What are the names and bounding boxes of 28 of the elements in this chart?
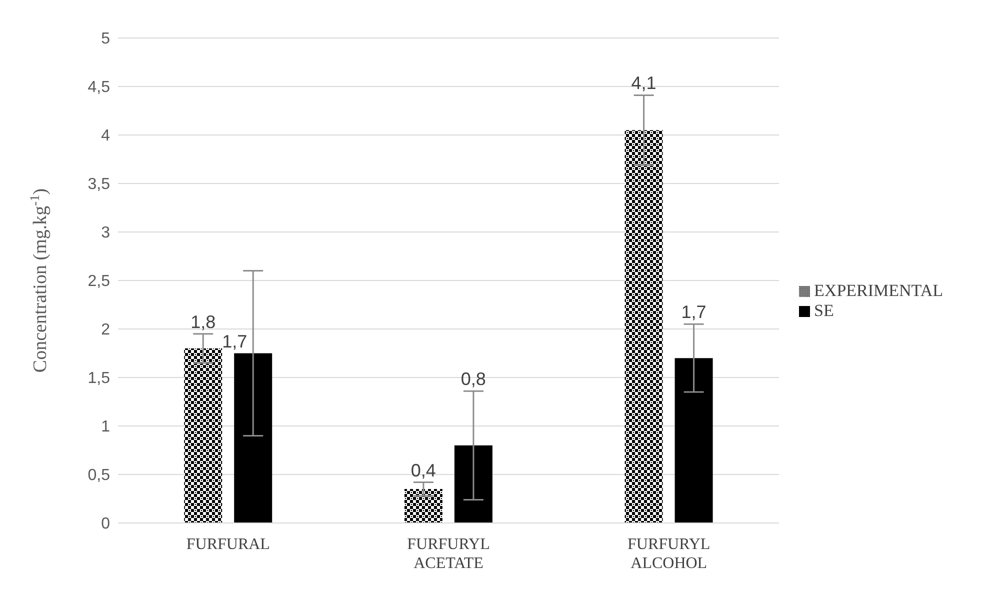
y-tick-label: 0: [101, 516, 110, 533]
data-label: 1,8: [190, 312, 216, 332]
y-tick-label: 3: [101, 224, 110, 242]
bar: [234, 353, 272, 523]
x-tick-label: FURFURAL: [186, 536, 270, 553]
y-tick-label: 1,5: [88, 370, 110, 388]
y-tick-label: 4: [101, 128, 110, 145]
legend-label: SE: [814, 300, 834, 320]
y-tick-label: 5: [101, 30, 110, 48]
y-tick-label: 0,5: [88, 467, 110, 484]
bar: [404, 489, 442, 523]
data-label: 4,1: [631, 73, 656, 94]
bar: [454, 445, 492, 523]
y-tick-label: 1: [101, 418, 110, 436]
bar: [624, 130, 663, 523]
bar: [674, 358, 713, 523]
y-tick-label: 2: [101, 322, 110, 339]
data-label: 0,8: [460, 369, 486, 390]
y-tick-label: 4,5: [88, 79, 110, 96]
legend-label: EXPERIMENTAL: [814, 280, 943, 300]
data-label: 1,7: [681, 302, 706, 322]
x-tick-label: FURFURYL ACETATE: [407, 536, 490, 572]
y-tick-label: 3,5: [88, 176, 110, 194]
data-label: 1,7: [222, 331, 248, 352]
data-label: 0,4: [410, 460, 436, 480]
bar: [184, 348, 222, 523]
y-tick-label: 2,5: [88, 273, 110, 290]
x-tick-label: FURFURYL ALCOHOL: [628, 536, 710, 572]
